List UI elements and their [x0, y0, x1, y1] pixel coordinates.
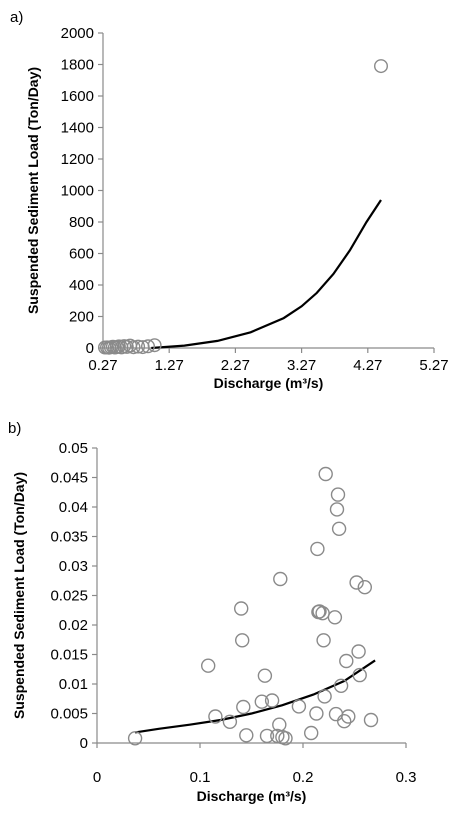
panel-a-chart: a) 0 200 400 600 800 1000 1200 1400 1600 1800 2000 0…: [10, 9, 449, 391]
data-point-b: [264, 693, 280, 708]
x-tick-label-a: 5.27: [419, 357, 448, 374]
data-point-b: [259, 728, 275, 744]
y-tick-label-b: 0.005: [50, 706, 88, 723]
data-point-b: [337, 714, 352, 729]
data-point-b: [291, 699, 307, 714]
y-tick-label-a: 1000: [61, 183, 94, 200]
y-tick-label-b: 0.02: [59, 617, 88, 634]
x-axis-title-b: Discharge (m³/s): [197, 788, 307, 804]
x-tick-label-a: 0.27: [88, 357, 117, 374]
panel-b-chart: b) 0 0.005 0.01 0.015 0.02 0.025 0.03 0.035 0.04 0…: [8, 420, 416, 804]
panel-label-b: b): [8, 420, 21, 437]
data-point-b: [127, 731, 143, 746]
y-tick-label-b: 0.015: [50, 647, 88, 664]
data-point-b: [318, 466, 333, 482]
data-point-b: [333, 678, 349, 693]
x-tick-label-a: 3.27: [287, 357, 316, 374]
y-tick-label-a: 800: [69, 214, 94, 231]
data-point-b: [327, 610, 343, 625]
data-point-b: [341, 709, 356, 724]
data-point-b: [363, 712, 379, 728]
data-point-b: [329, 502, 345, 517]
data-point-b: [278, 731, 293, 746]
x-tick-label-b: 0.1: [190, 769, 211, 786]
x-tick-label-b: 0.2: [293, 769, 314, 786]
data-point-a: [140, 339, 155, 354]
y-axis-title-a: Suspended Sediment Load (Ton/Day): [25, 67, 41, 314]
data-point-b: [222, 714, 238, 729]
y-tick-label-b: 0.025: [50, 588, 88, 605]
y-tick-label-b: 0.04: [59, 499, 88, 516]
y-tick-label-a: 2000: [61, 25, 94, 42]
data-point-a: [131, 339, 146, 354]
fitted-curve-a: [151, 199, 382, 350]
data-point-b: [234, 633, 250, 648]
x-axis-title-a: Discharge (m³/s): [214, 375, 324, 391]
data-point-b: [349, 575, 364, 590]
data-point-b: [239, 728, 254, 743]
data-point-b: [312, 604, 327, 619]
y-tick-label-a: 1400: [61, 120, 94, 137]
data-point-b: [309, 706, 324, 721]
x-tick-label-a: 4.27: [353, 357, 382, 374]
y-tick-label-a: 0: [86, 340, 94, 357]
data-point-b: [310, 541, 325, 557]
data-point-b: [351, 644, 366, 659]
y-tick-label-b: 0: [80, 735, 88, 752]
data-point-b: [208, 709, 223, 724]
y-tick-label-a: 600: [69, 246, 94, 263]
data-point-b: [317, 689, 332, 704]
y-tick-label-b: 0.01: [59, 676, 88, 693]
data-point-b: [270, 728, 285, 744]
x-tick-label-b: 0: [93, 769, 101, 786]
data-point-b: [257, 668, 273, 683]
y-axis-title-b: Suspended Sediment Load (Ton/Day): [11, 472, 27, 719]
data-point-b: [316, 633, 331, 648]
data-point-b: [236, 699, 251, 715]
data-point-b: [273, 571, 288, 587]
y-tick-label-a: 1200: [61, 151, 94, 168]
y-tick-label-b: 0.05: [59, 440, 88, 457]
data-point-b: [328, 706, 344, 722]
y-tick-label-b: 0.03: [59, 558, 88, 575]
y-tick-label-a: 1800: [61, 57, 94, 74]
data-point-b: [254, 694, 269, 709]
data-point-b: [352, 667, 367, 683]
y-tick-label-a: 1600: [61, 88, 94, 105]
data-point-b: [200, 658, 216, 673]
data-point-a: [126, 340, 141, 355]
data-point-b: [357, 580, 372, 595]
panel-label-a: a): [10, 9, 23, 26]
data-point-b: [339, 653, 354, 669]
data-point-b: [304, 725, 319, 741]
data-point-b: [330, 487, 346, 502]
y-tick-label-b: 0.045: [50, 470, 88, 487]
data-point-a: [374, 59, 389, 74]
data-point-b: [331, 521, 347, 536]
y-tick-label-a: 200: [69, 309, 94, 326]
x-tick-label-a: 2.27: [221, 357, 250, 374]
x-tick-label-a: 1.27: [155, 357, 184, 374]
y-tick-label-a: 400: [69, 277, 94, 294]
fitted-curve-b: [134, 659, 376, 734]
y-tick-label-b: 0.035: [50, 529, 88, 546]
x-tick-label-b: 0.3: [396, 769, 417, 786]
data-point-a: [147, 338, 162, 353]
data-point-b: [233, 601, 249, 616]
